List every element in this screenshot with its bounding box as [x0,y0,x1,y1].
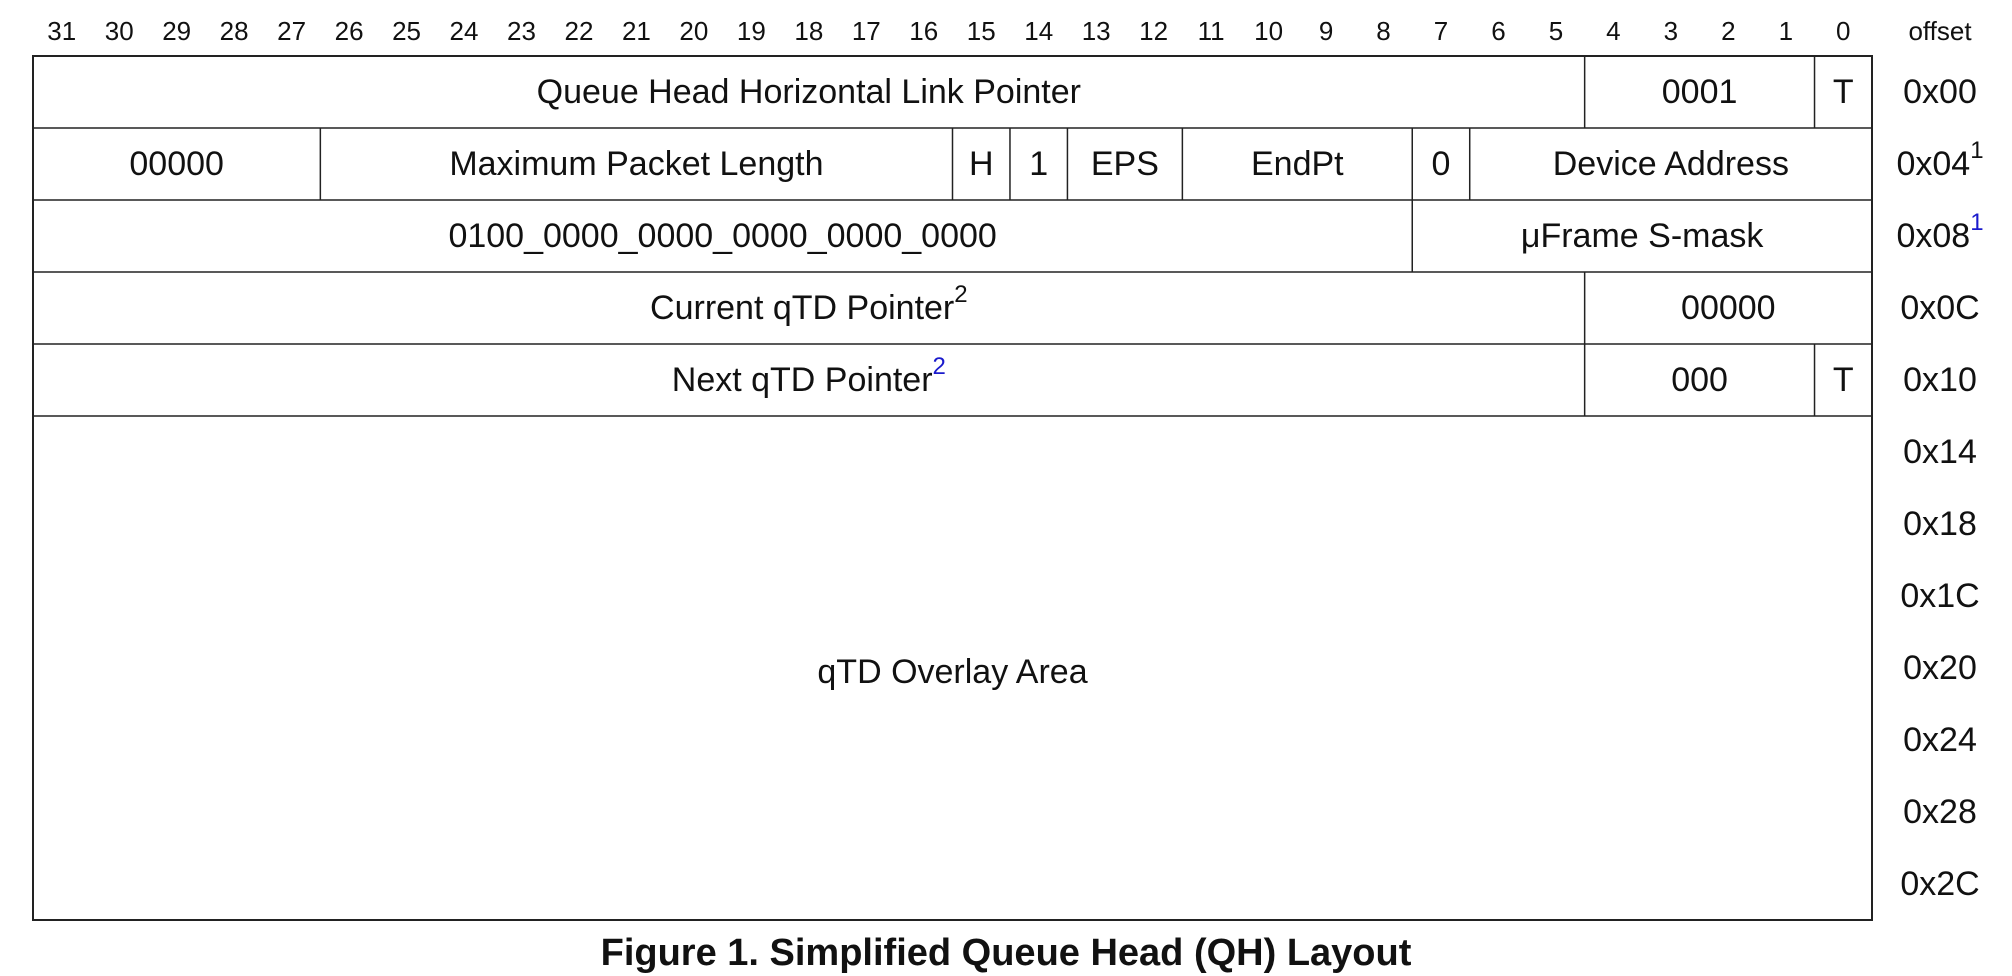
bit-number-14: 14 [1024,16,1053,46]
capabilities-constant: 0100_0000_0000_0000_0000_0000 [448,217,996,255]
next-qtd-pointer: Next qTD Pointer2 [672,353,946,400]
bit-number-22: 22 [564,16,593,46]
offset-0x04: 0x041 [1896,137,1983,184]
figure-caption: Figure 1. Simplified Queue Head (QH) Lay… [600,932,1412,974]
zero-bit: 0 [1432,145,1451,183]
bit-number-9: 9 [1319,16,1333,46]
bit-number-27: 27 [277,16,306,46]
offset-column-header: offset [1908,16,1972,46]
bit-number-31: 31 [47,16,76,46]
offset-0x18: 0x18 [1903,505,1977,543]
h-bit: H [969,145,994,183]
offset-0x1c: 0x1C [1900,577,1979,615]
bit-number-25: 25 [392,16,421,46]
bit-number-21: 21 [622,16,651,46]
endpt-field: EndPt [1251,145,1344,183]
qtd-overlay-area: qTD Overlay Area [817,653,1087,691]
bit-number-5: 5 [1549,16,1563,46]
typ-field: 0001 [1662,73,1738,111]
bit-number-3: 3 [1664,16,1678,46]
bit-number-17: 17 [852,16,881,46]
offset-0x20: 0x20 [1903,649,1977,687]
bit-number-20: 20 [679,16,708,46]
device-address: Device Address [1553,145,1789,183]
bit-number-6: 6 [1491,16,1505,46]
uframe-s-mask: μFrame S-mask [1521,217,1764,255]
bit-number-11: 11 [1198,16,1225,46]
dtc-bit: 1 [1029,145,1048,183]
offset-0x2c: 0x2C [1900,865,1979,903]
bit-number-4: 4 [1606,16,1620,46]
offset-0x14: 0x14 [1903,433,1977,471]
bit-number-15: 15 [967,16,996,46]
t-bit: T [1833,73,1854,111]
bit-number-13: 13 [1082,16,1111,46]
offset-0x28: 0x28 [1903,793,1977,831]
bit-number-8: 8 [1376,16,1390,46]
queue-head-horizontal-link-pointer: Queue Head Horizontal Link Pointer [537,73,1081,111]
bit-number-10: 10 [1254,16,1283,46]
bit-number-23: 23 [507,16,536,46]
bit-number-2: 2 [1721,16,1735,46]
bit-number-7: 7 [1434,16,1448,46]
next-reserved-field: 000 [1671,361,1728,399]
current-reserved-field: 00000 [1681,289,1776,327]
next-t-bit: T [1833,361,1854,399]
bit-number-0: 0 [1836,16,1850,46]
offset-0x08: 0x081 [1896,209,1983,256]
table-frame [32,55,1873,921]
maximum-packet-length: Maximum Packet Length [449,145,823,183]
current-qtd-pointer: Current qTD Pointer2 [650,281,968,328]
eps-field: EPS [1091,145,1159,183]
bit-number-1: 1 [1779,16,1793,46]
bit-number-16: 16 [909,16,938,46]
bit-number-26: 26 [335,16,364,46]
bit-number-24: 24 [450,16,479,46]
bit-number-19: 19 [737,16,766,46]
offset-0x24: 0x24 [1903,721,1977,759]
offset-0x0c: 0x0C [1900,289,1979,327]
bit-number-29: 29 [162,16,191,46]
offset-0x00: 0x00 [1903,73,1977,111]
bit-number-18: 18 [794,16,823,46]
offset-0x10: 0x10 [1903,361,1977,399]
reserved-zero-field: 00000 [129,145,224,183]
bit-number-28: 28 [220,16,249,46]
bit-number-30: 30 [105,16,134,46]
bit-number-12: 12 [1139,16,1168,46]
